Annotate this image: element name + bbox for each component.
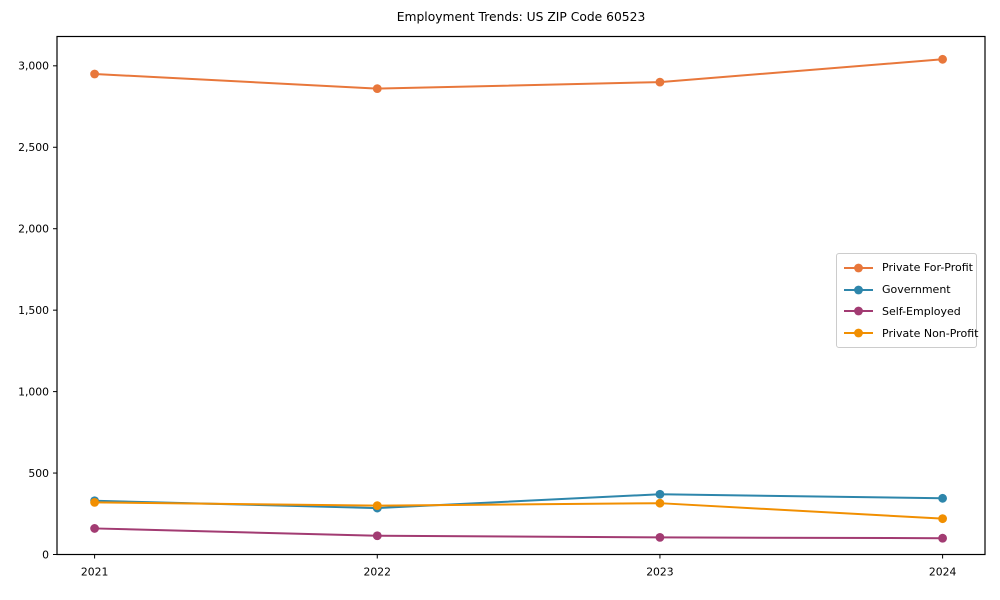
legend-item-self-employed: Self-Employed bbox=[843, 301, 970, 321]
legend-item-private-for-profit: Private For-Profit bbox=[843, 258, 973, 278]
legend-label: Private Non-Profit bbox=[882, 326, 979, 340]
y-tick-label: 1,500 bbox=[18, 304, 49, 317]
legend-label: Government bbox=[882, 283, 951, 297]
legend-marker-icon bbox=[844, 328, 873, 338]
legend: Private For-Profit Government Self-Employe… bbox=[836, 253, 978, 348]
data-point bbox=[372, 501, 382, 511]
y-tick-label: 3,000 bbox=[18, 60, 49, 73]
data-point bbox=[372, 531, 382, 541]
y-tick-label: 2,500 bbox=[18, 141, 49, 154]
series-line-government bbox=[93, 493, 944, 510]
y-tick-label: 500 bbox=[28, 467, 49, 480]
y-tick-label: 1,000 bbox=[18, 385, 49, 398]
series-line-private-non-profit bbox=[93, 501, 944, 520]
data-point bbox=[938, 493, 947, 503]
legend-item-private-non-profit: Private Non-Profit bbox=[843, 323, 978, 343]
legend-item-government: Government bbox=[843, 280, 970, 300]
data-point bbox=[655, 532, 665, 542]
data-point bbox=[90, 69, 99, 79]
y-tick-label: 0 bbox=[42, 548, 49, 561]
series-line-private-for-profit bbox=[93, 58, 944, 90]
data-point bbox=[938, 514, 947, 524]
data-point bbox=[655, 498, 665, 508]
data-point bbox=[655, 489, 665, 499]
data-point bbox=[90, 497, 99, 507]
plot-border bbox=[56, 35, 986, 556]
data-point bbox=[655, 77, 665, 87]
legend-marker-icon bbox=[844, 285, 873, 295]
legend-marker-icon bbox=[844, 306, 873, 316]
x-tick-label: 2024 bbox=[929, 566, 957, 579]
y-tick-label: 2,000 bbox=[18, 223, 49, 236]
legend-label: Private For-Profit bbox=[882, 261, 973, 275]
data-point bbox=[938, 54, 947, 64]
data-point bbox=[90, 524, 99, 533]
x-tick-label: 2022 bbox=[364, 566, 391, 579]
x-tick-label: 2021 bbox=[81, 566, 108, 579]
data-point bbox=[372, 84, 382, 94]
legend-marker-icon bbox=[844, 263, 873, 273]
data-point bbox=[938, 533, 947, 543]
series-line-self-employed bbox=[93, 527, 944, 540]
x-tick-label: 2023 bbox=[646, 566, 673, 579]
legend-label: Self-Employed bbox=[882, 304, 961, 318]
chart-title: Employment Trends: US ZIP Code 60523 bbox=[396, 10, 646, 24]
